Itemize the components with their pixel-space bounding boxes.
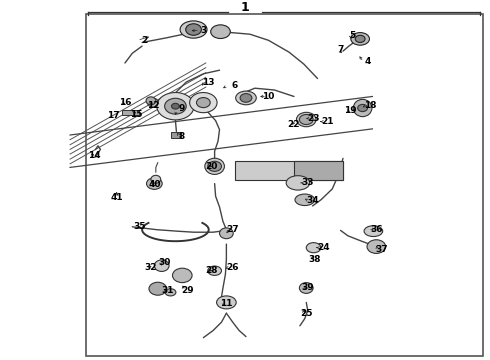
Text: 14: 14 xyxy=(88,151,100,160)
Text: 33: 33 xyxy=(301,178,314,187)
Text: 6: 6 xyxy=(231,81,237,90)
Ellipse shape xyxy=(151,175,161,183)
Text: 37: 37 xyxy=(375,245,388,253)
Circle shape xyxy=(240,94,252,102)
Text: 7: 7 xyxy=(337,45,344,54)
Text: 18: 18 xyxy=(364,100,376,109)
Circle shape xyxy=(157,93,194,120)
Text: 29: 29 xyxy=(181,287,194,295)
Text: 36: 36 xyxy=(370,225,383,234)
Text: 3: 3 xyxy=(200,26,206,35)
Ellipse shape xyxy=(306,243,321,253)
Ellipse shape xyxy=(180,21,207,38)
Circle shape xyxy=(172,268,192,283)
Bar xyxy=(122,110,139,115)
Ellipse shape xyxy=(236,91,256,105)
Text: 24: 24 xyxy=(317,243,330,252)
Text: 31: 31 xyxy=(161,287,174,295)
Text: 20: 20 xyxy=(205,162,218,171)
Bar xyxy=(294,161,343,180)
Ellipse shape xyxy=(205,158,224,174)
Text: 16: 16 xyxy=(119,98,131,107)
Circle shape xyxy=(358,104,368,112)
Text: 27: 27 xyxy=(226,225,239,234)
Circle shape xyxy=(172,103,179,109)
Ellipse shape xyxy=(208,266,221,275)
Ellipse shape xyxy=(286,176,310,190)
Text: 4: 4 xyxy=(364,57,371,66)
Text: 25: 25 xyxy=(300,309,313,318)
Circle shape xyxy=(208,161,221,171)
Text: 26: 26 xyxy=(226,263,239,271)
Ellipse shape xyxy=(364,226,383,237)
Text: 8: 8 xyxy=(178,132,184,140)
Ellipse shape xyxy=(295,194,315,206)
Circle shape xyxy=(355,35,365,42)
Text: 12: 12 xyxy=(147,100,159,109)
Circle shape xyxy=(147,178,162,189)
Text: 34: 34 xyxy=(306,197,319,205)
Text: 28: 28 xyxy=(205,266,218,275)
Text: 2: 2 xyxy=(142,36,147,45)
Bar xyxy=(86,14,483,356)
Ellipse shape xyxy=(220,228,233,239)
Circle shape xyxy=(190,93,217,113)
Circle shape xyxy=(165,98,186,114)
Ellipse shape xyxy=(367,240,386,253)
Ellipse shape xyxy=(211,25,230,39)
Circle shape xyxy=(149,282,167,295)
Text: 15: 15 xyxy=(130,110,143,119)
Text: 22: 22 xyxy=(287,120,299,129)
Ellipse shape xyxy=(165,289,176,296)
Ellipse shape xyxy=(217,296,236,309)
Ellipse shape xyxy=(353,99,372,117)
Ellipse shape xyxy=(146,97,156,105)
Ellipse shape xyxy=(351,32,369,45)
Ellipse shape xyxy=(154,260,169,271)
Text: 23: 23 xyxy=(307,114,320,122)
Text: 9: 9 xyxy=(178,104,185,113)
Text: 17: 17 xyxy=(107,111,120,120)
Text: 35: 35 xyxy=(133,222,146,231)
Text: 11: 11 xyxy=(220,298,233,307)
Text: 19: 19 xyxy=(344,107,357,115)
Circle shape xyxy=(196,98,210,108)
Ellipse shape xyxy=(299,283,313,293)
Text: 5: 5 xyxy=(350,31,356,40)
Text: 21: 21 xyxy=(321,117,334,126)
Text: 10: 10 xyxy=(262,92,275,101)
Circle shape xyxy=(186,24,201,35)
Text: 40: 40 xyxy=(148,180,161,189)
Text: 38: 38 xyxy=(308,256,321,264)
Text: 32: 32 xyxy=(145,263,157,271)
Ellipse shape xyxy=(147,98,158,107)
Ellipse shape xyxy=(296,112,316,127)
Text: 30: 30 xyxy=(158,258,171,266)
Text: 41: 41 xyxy=(110,193,123,202)
Text: 13: 13 xyxy=(202,77,215,86)
Text: 1: 1 xyxy=(241,1,249,14)
Text: 39: 39 xyxy=(301,283,314,292)
Bar xyxy=(171,132,181,138)
Circle shape xyxy=(299,114,313,125)
Bar xyxy=(235,161,343,180)
